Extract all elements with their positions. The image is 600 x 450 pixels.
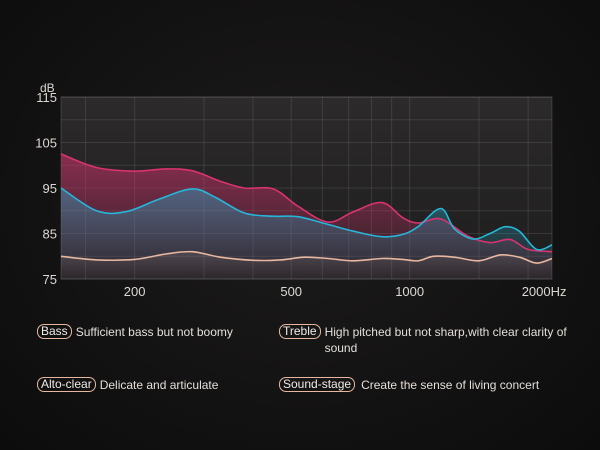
x-tick-label: 500 <box>280 284 302 299</box>
frequency-response-chart: 75 85 95 105 115 200 500 1000 2000Hz dB <box>35 81 567 299</box>
treble-tag: Treble <box>279 324 321 339</box>
bass-text: Sufficient bass but not boomy <box>75 325 233 339</box>
peach-series-line <box>60 250 553 264</box>
y-tick-label: 115 <box>36 90 57 105</box>
alto-clear-description: Alto-clear Delicate and articulate <box>37 377 267 393</box>
peach-series-area <box>61 251 552 279</box>
y-tick-label: 75 <box>43 272 57 287</box>
series-lines <box>60 153 553 264</box>
treble-text: High pitched but not sharp,with clear cl… <box>324 325 567 355</box>
y-tick-label: 105 <box>35 136 57 151</box>
x-tick-label: 200 <box>124 284 146 299</box>
alto-clear-tag: Alto-clear <box>37 377 96 392</box>
y-tick-label: 95 <box>43 181 57 196</box>
bass-description: Bass Sufficient bass but not boomy <box>37 324 267 340</box>
bass-tag: Bass <box>37 324 72 339</box>
series-fills <box>61 153 552 279</box>
y-axis-tick-labels: 75 85 95 105 115 <box>35 90 57 287</box>
treble-description: Treble High pitched but not sharp,with c… <box>279 324 569 356</box>
sound-stage-text: Create the sense of living concert <box>361 378 540 392</box>
sound-stage-description: Sound-stage Create the sense of living c… <box>279 377 579 393</box>
x-tick-label: 2000Hz <box>522 284 567 299</box>
sound-stage-tag: Sound-stage <box>279 377 356 392</box>
blue-series-line <box>60 187 553 251</box>
x-axis-tick-labels: 200 500 1000 2000Hz <box>124 284 567 299</box>
y-tick-label: 85 <box>43 227 57 242</box>
alto-clear-text: Delicate and articulate <box>99 378 219 392</box>
x-tick-label: 1000 <box>395 284 424 299</box>
pink-series-line <box>60 153 553 253</box>
y-axis-label: dB <box>40 81 55 95</box>
